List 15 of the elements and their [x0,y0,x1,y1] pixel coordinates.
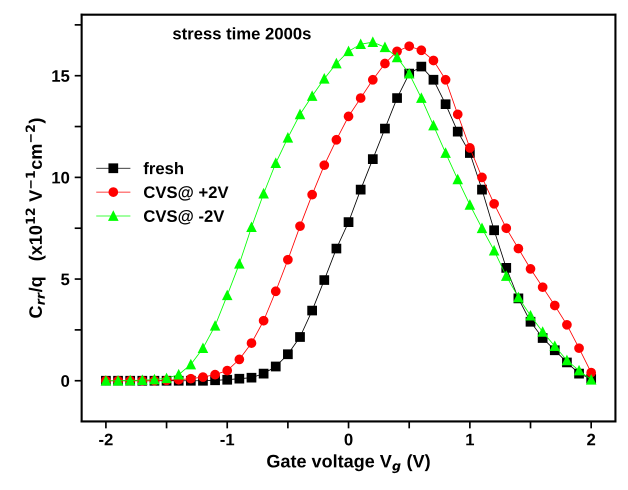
legend-label: CVS@ -2V [144,210,224,224]
legend-label: CVS@ +2V [144,186,228,201]
x-tick-label: -1 [220,434,234,446]
x-tick-label: 1 [466,434,474,446]
y-tick-label: 15 [52,70,70,82]
y-tick-label: 10 [52,172,70,184]
text: C$_{rr}$/q (x10$^{12}$ V$^{−1}$cm$^{−2}$) [26,118,46,318]
x-axis-title: Gate voltage V$_{g}$ (V) [267,454,430,474]
annotation: stress time 2000s [172,27,311,40]
x-tick-label: 2 [587,434,596,446]
legend-label: fresh [144,162,184,174]
x-tick-label: 0 [344,434,352,446]
x-tick-label: -2 [99,434,113,446]
y-tick-label: 5 [61,274,70,286]
y-tick-label: 0 [61,375,70,387]
